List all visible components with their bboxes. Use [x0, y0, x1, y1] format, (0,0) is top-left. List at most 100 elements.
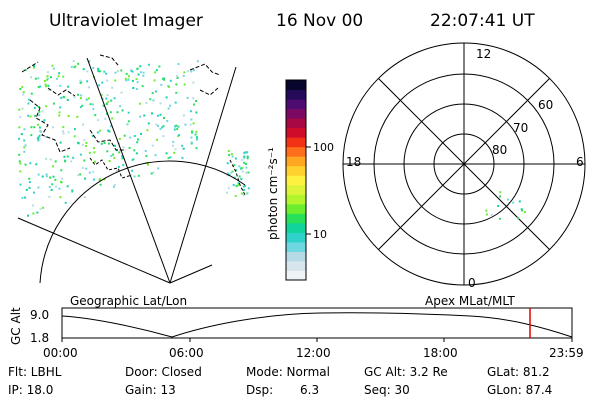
emission-pixel	[38, 114, 41, 117]
emission-pixel	[128, 146, 131, 149]
colorbar-segment	[286, 99, 306, 110]
polar-emission-pixel	[518, 200, 521, 203]
emission-pixel	[30, 92, 33, 95]
emission-pixel	[193, 103, 195, 106]
status-gain: Gain: 13	[125, 383, 176, 397]
emission-pixel	[33, 126, 36, 129]
emission-pixel	[137, 73, 140, 76]
emission-pixel	[58, 111, 61, 114]
emission-pixel	[67, 131, 70, 134]
emission-pixel	[83, 139, 86, 142]
emission-pixel	[243, 161, 246, 164]
emission-pixel	[192, 97, 195, 100]
emission-pixel	[87, 97, 90, 100]
emission-pixel	[136, 81, 139, 84]
altitude-ymin: 1.8	[30, 331, 49, 345]
emission-pixel	[190, 130, 193, 133]
emission-pixel	[177, 63, 180, 65]
emission-pixel	[38, 106, 40, 108]
emission-pixel	[136, 141, 139, 144]
emission-pixel	[231, 155, 234, 158]
emission-pixel	[151, 144, 154, 147]
emission-pixel	[23, 128, 26, 131]
emission-pixel	[79, 106, 82, 109]
emission-pixel	[116, 70, 119, 73]
colorbar-segment	[286, 118, 306, 129]
emission-pixel	[30, 126, 33, 129]
x-tick-label: 00:00	[43, 346, 78, 360]
emission-pixel	[96, 131, 99, 134]
emission-pixel	[133, 135, 136, 137]
emission-pixel	[173, 151, 176, 154]
polar-emission-pixel	[498, 217, 501, 220]
x-tick-label: 18:00	[423, 346, 458, 360]
emission-pixel	[240, 167, 243, 170]
altitude-plot-frame	[61, 307, 573, 339]
emission-pixel	[59, 180, 62, 183]
mlt-label-18: 18	[346, 155, 361, 169]
emission-pixel	[195, 100, 198, 102]
emission-pixel	[163, 78, 166, 81]
emission-pixel	[28, 98, 31, 101]
emission-pixel	[244, 151, 247, 154]
emission-pixel	[186, 97, 189, 99]
emission-pixel	[52, 175, 55, 178]
emission-pixel	[192, 81, 195, 84]
geographic-image-panel	[17, 54, 250, 284]
emission-pixel	[93, 147, 95, 150]
emission-pixel	[77, 142, 80, 145]
emission-pixel	[70, 65, 73, 68]
emission-pixel	[84, 177, 87, 180]
emission-pixel	[55, 77, 58, 80]
emission-pixel	[43, 80, 46, 82]
emission-pixel	[98, 84, 101, 87]
emission-pixel	[184, 123, 187, 126]
emission-pixel	[82, 123, 85, 126]
emission-pixel	[192, 122, 195, 125]
colorbar-segment	[286, 222, 306, 233]
emission-pixel	[142, 71, 145, 74]
emission-pixel	[167, 157, 170, 160]
emission-pixel	[92, 178, 95, 181]
emission-pixel	[156, 138, 158, 141]
emission-pixel	[138, 102, 141, 105]
emission-pixel	[195, 136, 198, 139]
emission-pixel	[169, 104, 172, 107]
emission-pixel	[88, 151, 91, 154]
emission-pixel	[175, 83, 178, 86]
emission-pixel	[145, 155, 148, 158]
emission-pixel	[48, 195, 51, 198]
emission-pixel	[58, 114, 61, 117]
emission-pixel	[111, 86, 114, 89]
emission-pixel	[107, 100, 110, 103]
emission-pixel	[147, 163, 150, 166]
emission-pixel	[190, 141, 193, 144]
emission-pixel	[91, 134, 94, 137]
emission-pixel	[182, 74, 185, 77]
emission-pixel	[23, 150, 26, 153]
emission-pixel	[37, 186, 40, 189]
mlat-label-60: 60	[538, 98, 553, 112]
emission-pixel	[30, 76, 32, 79]
polar-emission-pixel	[497, 205, 500, 207]
colorbar-segment	[286, 146, 306, 157]
emission-pixel	[80, 81, 83, 83]
emission-pixel	[36, 137, 39, 140]
emission-pixel	[178, 134, 181, 137]
emission-pixel	[228, 154, 231, 157]
colorbar-segment	[286, 80, 306, 91]
emission-pixel	[143, 114, 146, 117]
emission-pixel	[110, 155, 113, 157]
emission-pixel	[73, 135, 76, 138]
emission-pixel	[241, 158, 244, 161]
emission-pixel	[174, 125, 177, 128]
emission-pixel	[125, 79, 128, 82]
emission-pixel	[93, 151, 96, 154]
colorbar-label-10: 10	[313, 228, 327, 241]
polar-emission-pixel	[521, 209, 523, 212]
emission-pixel	[94, 114, 97, 117]
x-tick-label: 06:00	[169, 346, 204, 360]
emission-pixel	[29, 115, 32, 118]
emission-pixel	[159, 102, 162, 105]
emission-pixel	[85, 141, 88, 144]
